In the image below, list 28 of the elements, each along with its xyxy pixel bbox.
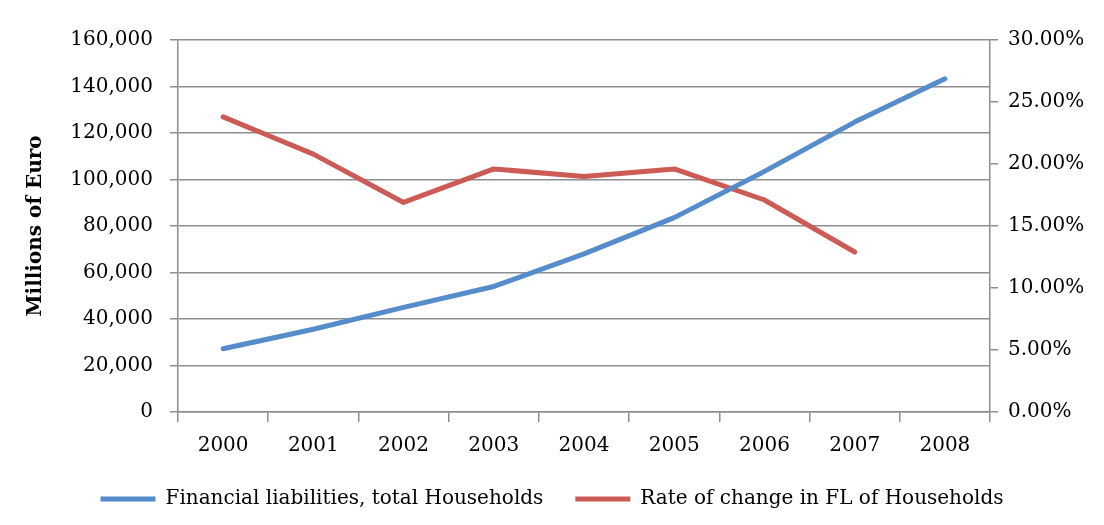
- y-tick-label: 160,000: [70, 26, 153, 51]
- x-tick-label: 2002: [378, 432, 430, 457]
- y-tick-label: 40,000: [83, 305, 153, 330]
- y2-tick-label: 30.00%: [1008, 26, 1085, 51]
- x-tick-label: 2000: [197, 432, 249, 457]
- legend-label: Rate of change in FL of Households: [640, 485, 1004, 510]
- y-tick-label: 100,000: [70, 165, 153, 190]
- y2-tick-label: 20.00%: [1008, 150, 1085, 175]
- y-axis-title: Millions of Euro: [22, 135, 47, 317]
- y2-tick-label: 10.00%: [1008, 274, 1085, 299]
- y2-tick-label: 25.00%: [1008, 88, 1085, 113]
- x-tick-label: 2003: [468, 432, 520, 457]
- x-tick-label: 2001: [287, 432, 339, 457]
- legend-label: Financial liabilities, total Households: [165, 485, 544, 510]
- y-tick-label: 140,000: [70, 72, 153, 97]
- y-tick-label: 20,000: [83, 351, 153, 376]
- y2-tick-label: 0.00%: [1008, 398, 1072, 423]
- y-tick-label: 60,000: [83, 258, 153, 283]
- y2-tick-label: 15.00%: [1008, 212, 1085, 237]
- x-tick-label: 2004: [558, 432, 610, 457]
- y-tick-label: 0: [140, 398, 153, 423]
- y2-tick-label: 5.00%: [1008, 336, 1072, 361]
- y-tick-label: 120,000: [70, 119, 153, 144]
- x-tick-label: 2008: [919, 432, 971, 457]
- x-tick-label: 2007: [829, 432, 881, 457]
- x-tick-label: 2005: [648, 432, 700, 457]
- x-tick-label: 2006: [738, 432, 790, 457]
- y-tick-label: 80,000: [83, 212, 153, 237]
